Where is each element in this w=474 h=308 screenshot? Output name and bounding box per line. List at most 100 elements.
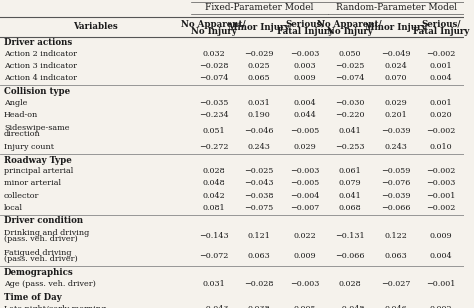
Text: −0.039: −0.039 xyxy=(381,192,410,200)
Text: −0.005: −0.005 xyxy=(290,127,319,135)
Text: −0.003: −0.003 xyxy=(290,50,319,58)
Text: 0.079: 0.079 xyxy=(338,180,361,188)
Text: Fixed-Parameter Model: Fixed-Parameter Model xyxy=(205,3,314,12)
Text: 0.029: 0.029 xyxy=(293,143,316,151)
Text: −0.066: −0.066 xyxy=(335,252,365,260)
Text: −0.029: −0.029 xyxy=(244,50,273,58)
Text: Demographics: Demographics xyxy=(4,268,73,277)
Text: −0.028: −0.028 xyxy=(244,280,273,288)
Text: −0.131: −0.131 xyxy=(335,232,365,240)
Text: Sideswipe-same: Sideswipe-same xyxy=(4,124,69,132)
Text: 0.010: 0.010 xyxy=(429,143,452,151)
Text: 0.032: 0.032 xyxy=(202,50,225,58)
Text: 0.031: 0.031 xyxy=(247,99,270,107)
Text: 0.051: 0.051 xyxy=(202,127,225,135)
Text: −0.046: −0.046 xyxy=(244,127,273,135)
Text: −0.143: −0.143 xyxy=(199,232,228,240)
Text: Random-Parameter Model: Random-Parameter Model xyxy=(336,3,456,12)
Text: −0.002: −0.002 xyxy=(426,127,456,135)
Text: Driver condition: Driver condition xyxy=(4,216,83,225)
Text: Fatal Injury: Fatal Injury xyxy=(413,27,469,36)
Text: 0.009: 0.009 xyxy=(293,252,316,260)
Text: −0.234: −0.234 xyxy=(199,111,228,119)
Text: 0.243: 0.243 xyxy=(384,143,407,151)
Text: 0.243: 0.243 xyxy=(247,143,270,151)
Text: 0.063: 0.063 xyxy=(247,252,270,260)
Text: 0.050: 0.050 xyxy=(338,50,361,58)
Text: minor arterial: minor arterial xyxy=(4,180,61,188)
Text: −0.003: −0.003 xyxy=(290,280,319,288)
Text: −0.059: −0.059 xyxy=(381,168,410,175)
Text: −0.004: −0.004 xyxy=(290,192,319,200)
Text: Angle: Angle xyxy=(4,99,27,107)
Text: 0.081: 0.081 xyxy=(202,204,225,212)
Text: −0.049: −0.049 xyxy=(381,50,410,58)
Text: −0.003: −0.003 xyxy=(290,168,319,175)
Text: 0.025: 0.025 xyxy=(247,63,270,70)
Text: 0.002: 0.002 xyxy=(429,305,452,308)
Text: Minor Injury: Minor Injury xyxy=(365,23,427,32)
Text: −0.048: −0.048 xyxy=(335,305,365,308)
Text: Action 3 indicator: Action 3 indicator xyxy=(4,63,77,70)
Text: Fatigued driving: Fatigued driving xyxy=(4,249,72,257)
Text: 0.001: 0.001 xyxy=(429,99,452,107)
Text: collector: collector xyxy=(4,192,39,200)
Text: 0.009: 0.009 xyxy=(429,232,452,240)
Text: 0.001: 0.001 xyxy=(429,63,452,70)
Text: (pass. veh. driver): (pass. veh. driver) xyxy=(4,255,78,263)
Text: −0.272: −0.272 xyxy=(199,143,228,151)
Text: direction: direction xyxy=(4,130,41,138)
Text: Minor Injury: Minor Injury xyxy=(228,23,290,32)
Text: −0.002: −0.002 xyxy=(426,168,456,175)
Text: −0.025: −0.025 xyxy=(335,63,365,70)
Text: −0.043: −0.043 xyxy=(244,180,273,188)
Text: −0.075: −0.075 xyxy=(244,204,273,212)
Text: 0.020: 0.020 xyxy=(429,111,452,119)
Text: −0.076: −0.076 xyxy=(381,180,410,188)
Text: 0.122: 0.122 xyxy=(384,232,407,240)
Text: −0.001: −0.001 xyxy=(426,192,456,200)
Text: 0.068: 0.068 xyxy=(338,204,361,212)
Text: 0.048: 0.048 xyxy=(202,180,225,188)
Text: −0.035: −0.035 xyxy=(199,99,228,107)
Text: −0.007: −0.007 xyxy=(290,204,319,212)
Text: local: local xyxy=(4,204,23,212)
Text: 0.046: 0.046 xyxy=(384,305,407,308)
Text: 0.028: 0.028 xyxy=(338,280,361,288)
Text: (pass. veh. driver): (pass. veh. driver) xyxy=(4,235,78,243)
Text: −0.002: −0.002 xyxy=(426,50,456,58)
Text: No Injury: No Injury xyxy=(327,27,373,36)
Text: 0.024: 0.024 xyxy=(384,63,407,70)
Text: Variables: Variables xyxy=(73,22,118,31)
Text: −0.043: −0.043 xyxy=(199,305,228,308)
Text: Serious/: Serious/ xyxy=(421,20,461,29)
Text: Head-on: Head-on xyxy=(4,111,38,119)
Text: 0.070: 0.070 xyxy=(384,75,407,83)
Text: Collision type: Collision type xyxy=(4,87,70,96)
Text: −0.027: −0.027 xyxy=(381,280,410,288)
Text: 0.038: 0.038 xyxy=(247,305,270,308)
Text: −0.005: −0.005 xyxy=(290,180,319,188)
Text: −0.028: −0.028 xyxy=(199,63,228,70)
Text: 0.005: 0.005 xyxy=(293,305,316,308)
Text: −0.253: −0.253 xyxy=(335,143,365,151)
Text: 0.044: 0.044 xyxy=(293,111,316,119)
Text: 0.041: 0.041 xyxy=(338,127,361,135)
Text: 0.009: 0.009 xyxy=(293,75,316,83)
Text: 0.061: 0.061 xyxy=(338,168,361,175)
Text: −0.039: −0.039 xyxy=(381,127,410,135)
Text: Action 4 indicator: Action 4 indicator xyxy=(4,75,77,83)
Text: No Apparent/: No Apparent/ xyxy=(181,20,246,29)
Text: 0.065: 0.065 xyxy=(247,75,270,83)
Text: 0.121: 0.121 xyxy=(247,232,270,240)
Text: −0.066: −0.066 xyxy=(381,204,410,212)
Text: 0.004: 0.004 xyxy=(429,252,452,260)
Text: 0.004: 0.004 xyxy=(429,75,452,83)
Text: Injury count: Injury count xyxy=(4,143,54,151)
Text: Serious/: Serious/ xyxy=(285,20,325,29)
Text: 0.042: 0.042 xyxy=(202,192,225,200)
Text: 0.003: 0.003 xyxy=(293,63,316,70)
Text: −0.001: −0.001 xyxy=(426,280,456,288)
Text: −0.030: −0.030 xyxy=(335,99,365,107)
Text: 0.063: 0.063 xyxy=(384,252,407,260)
